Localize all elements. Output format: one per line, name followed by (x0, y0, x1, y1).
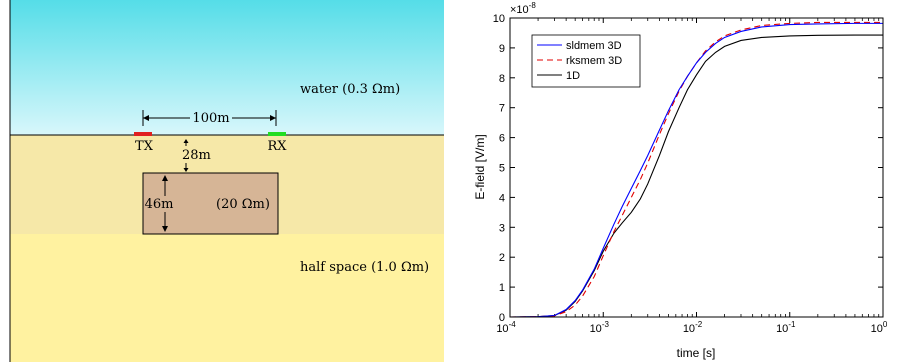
water-label: water (0.3 Ωm) (300, 82, 400, 97)
x-tick-label: 10-3 (590, 320, 610, 335)
y-axis-label: E-field [V/m] (473, 134, 487, 199)
x-axis-label: time [s] (677, 346, 716, 360)
depth-label: 28m (182, 148, 211, 163)
y-tick-label: 7 (499, 103, 505, 115)
x-tick-labels: 10-4 10-3 10-2 10-1 100 (496, 320, 888, 335)
x-tick-label: 10-1 (776, 320, 796, 335)
tx-label: TX (135, 139, 154, 154)
y-tick-label: 6 (499, 133, 505, 145)
y-tick-label: 1 (499, 282, 505, 294)
y-tick-label: 2 (499, 252, 505, 264)
chart-panel: 10-4 10-3 10-2 10-1 100 0 1 2 3 4 5 6 7 8 9 10 ×10-8 t… (473, 1, 888, 360)
offset-label: 100m (192, 111, 229, 126)
x-tick-label: 10-2 (683, 320, 703, 335)
water-layer (10, 0, 444, 135)
legend-box (531, 34, 641, 88)
y-tick-label: 4 (499, 192, 505, 204)
y-tick-label: 8 (499, 73, 505, 85)
series-line-sldmem-3d (509, 22, 883, 318)
legend: sldmem 3D rksmem 3D 1D (531, 34, 641, 88)
y-tick-label: 9 (499, 43, 505, 55)
x-tick-label: 10-4 (496, 320, 516, 335)
y-multiplier: ×10-8 (510, 1, 536, 16)
series-line-rksmem-3d (509, 21, 883, 318)
offset-dimension: 100m (142, 110, 277, 126)
thickness-label: 46m (145, 197, 174, 212)
tx-marker (134, 132, 152, 136)
halfspace-layer (10, 234, 444, 362)
rx-label: RX (267, 139, 287, 154)
y-tick-label: 10 (493, 13, 505, 25)
legend-label: rksmem 3D (566, 55, 622, 67)
legend-label: sldmem 3D (566, 40, 622, 52)
series-layer (509, 21, 883, 318)
rx-marker (268, 132, 286, 136)
thickness-dimension: 46m (145, 175, 177, 232)
halfspace-label: half space (1.0 Ωm) (300, 260, 429, 275)
y-tick-label: 3 (499, 222, 505, 234)
y-tick-label: 5 (499, 163, 505, 175)
legend-label: 1D (566, 70, 580, 82)
schematic-panel: water (0.3 Ωm) half space (1.0 Ωm) 100m … (9, 0, 444, 362)
depth-dimension: 28m (182, 139, 211, 172)
y-tick-labels: 0 1 2 3 4 5 6 7 8 9 10 (493, 13, 505, 324)
x-tick-label: 100 (871, 320, 888, 335)
block-label: (20 Ωm) (216, 197, 270, 212)
y-tick-label: 0 (499, 312, 505, 324)
plot-frame (509, 17, 884, 318)
